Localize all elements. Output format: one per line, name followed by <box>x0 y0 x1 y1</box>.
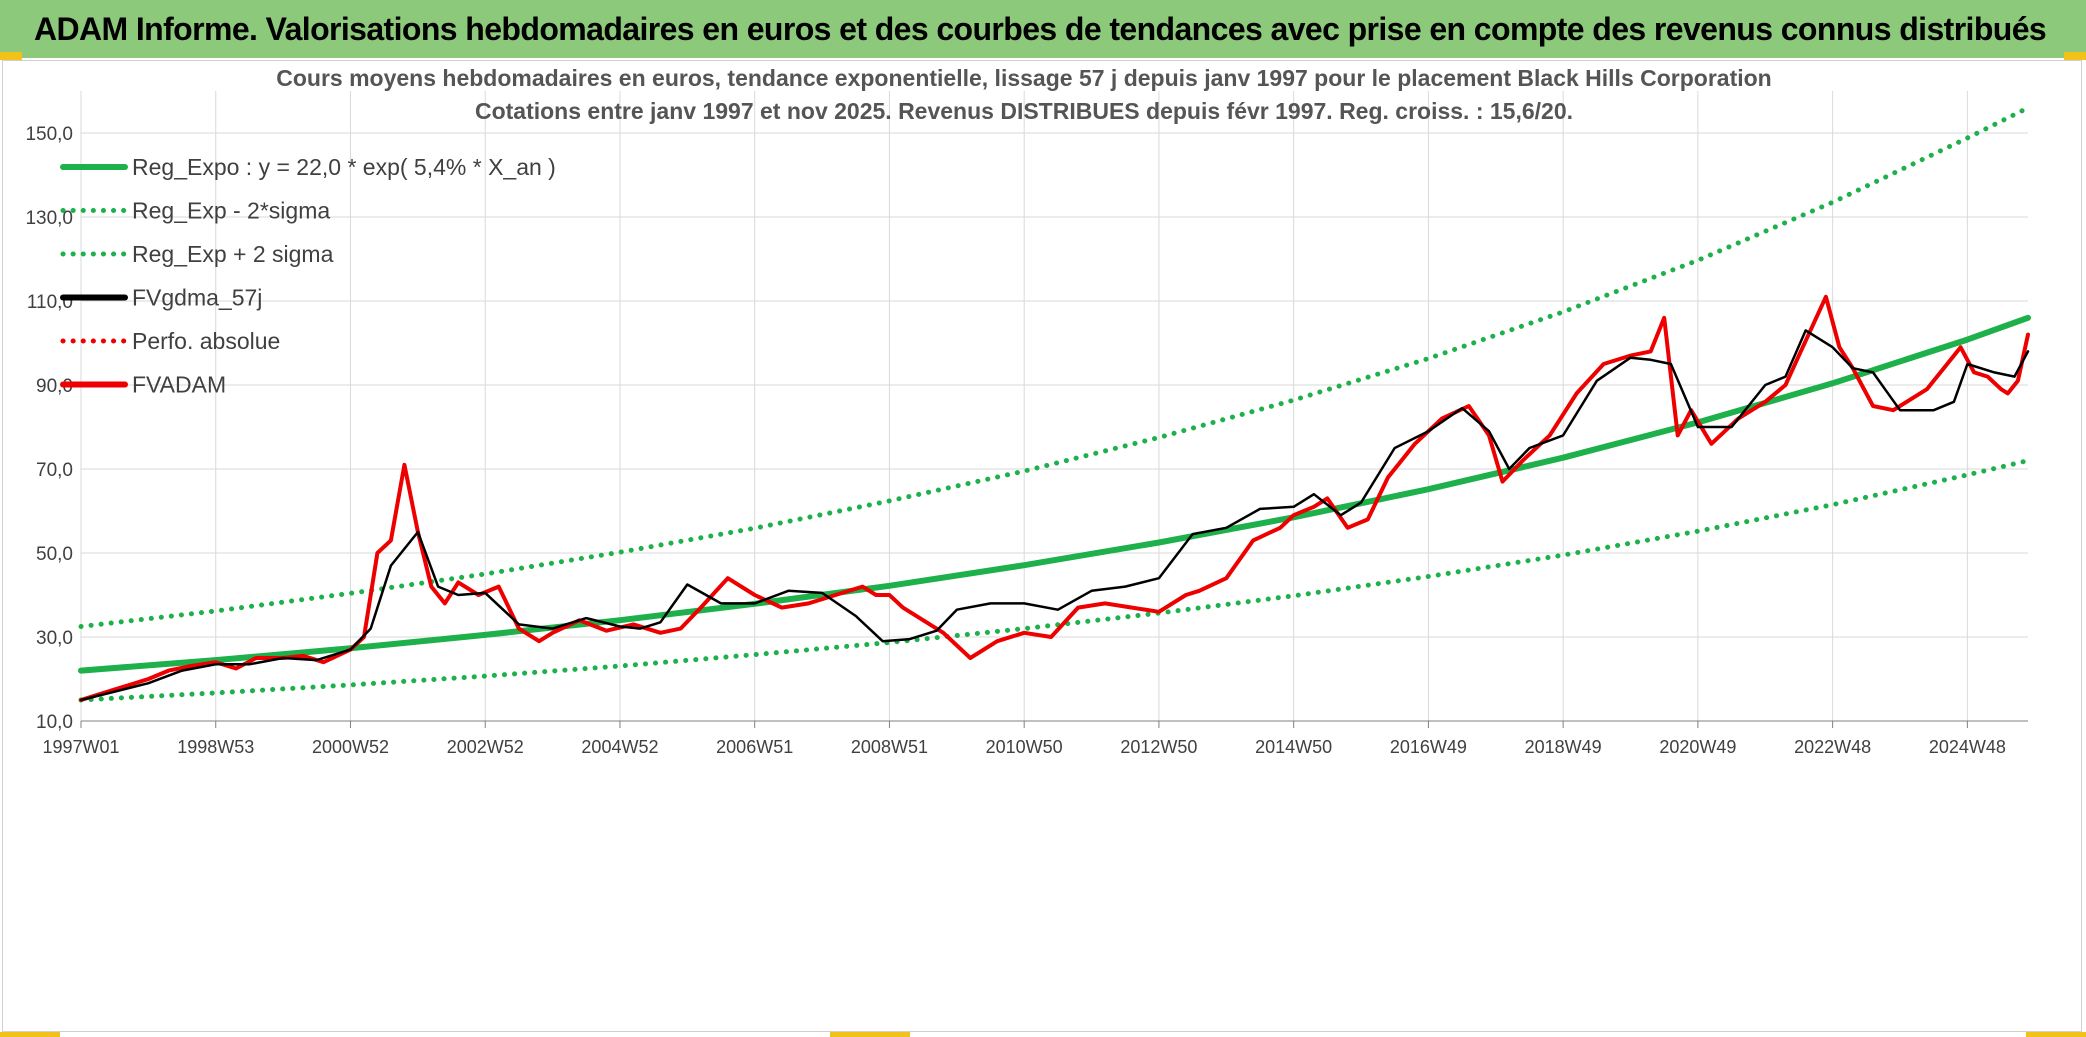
bottom-accent-left <box>0 1032 60 1037</box>
x-tick-label: 2000W52 <box>312 737 389 757</box>
x-tick-label: 2022W48 <box>1794 737 1871 757</box>
legend-label-2: Reg_Exp + 2 sigma <box>132 241 334 267</box>
page-title: ADAM Informe. Valorisations hebdomadaire… <box>34 10 2047 47</box>
legend-label-3: FVgdma_57j <box>132 285 262 311</box>
header-banner: ADAM Informe. Valorisations hebdomadaire… <box>0 0 2086 58</box>
x-tick-label: 2004W52 <box>581 737 658 757</box>
series-line-3 <box>79 329 2030 702</box>
x-tick-label: 2002W52 <box>447 737 524 757</box>
x-tick-label: 2016W49 <box>1390 737 1467 757</box>
chart-subtitle: Cotations entre janv 1997 et nov 2025. R… <box>475 98 1573 124</box>
x-tick-label: 2020W49 <box>1659 737 1736 757</box>
x-tick-label: 1998W53 <box>177 737 254 757</box>
series-line-2 <box>78 105 2031 629</box>
x-tick-label: 2012W50 <box>1120 737 1197 757</box>
y-tick-label: 10,0 <box>36 712 73 733</box>
bottom-accent-mid <box>830 1032 910 1037</box>
bottom-accent-right <box>2026 1032 2086 1037</box>
x-tick-label: 2008W51 <box>851 737 928 757</box>
chart-title: Cours moyens hebdomadaires en euros, ten… <box>276 65 1771 91</box>
y-tick-label: 30,0 <box>36 628 73 649</box>
y-tick-label: 70,0 <box>36 460 73 481</box>
x-tick-label: 1997W01 <box>42 737 119 757</box>
legend-label-1: Reg_Exp - 2*sigma <box>132 198 330 224</box>
legend-label-4: Perfo. absolue <box>132 328 280 354</box>
y-tick-label: 150,0 <box>25 124 73 145</box>
x-tick-label: 2014W50 <box>1255 737 1332 757</box>
chart-axes: 10,030,050,070,090,0110,0130,0150,01997W… <box>25 124 2028 757</box>
legend-label-0: Reg_Expo : y = 22,0 * exp( 5,4% * X_an ) <box>132 154 556 180</box>
legend-label-5: FVADAM <box>132 372 226 398</box>
x-tick-label: 2010W50 <box>986 737 1063 757</box>
chart-frame: 10,0 30,0 50,0 70,0 90,0 110,0 130,0 150,0 1997W… <box>2 60 2082 1032</box>
banner-accent-left <box>0 52 22 60</box>
chart-grid <box>80 91 2028 722</box>
y-tick-label: 50,0 <box>36 544 73 565</box>
banner-accent-right <box>2064 52 2086 60</box>
y-tick-label: 90,0 <box>36 376 73 397</box>
x-tick-label: 2018W49 <box>1525 737 1602 757</box>
series-line-1 <box>78 458 2031 703</box>
line-chart: 10,030,050,070,090,0110,0130,0150,01997W… <box>25 65 2031 757</box>
x-tick-label: 2006W51 <box>716 737 793 757</box>
series-line-5 <box>79 294 2030 702</box>
y-tick-label: 130,0 <box>25 208 73 229</box>
x-tick-label: 2024W48 <box>1929 737 2006 757</box>
chart-series <box>78 105 2031 703</box>
chart-legend: Reg_Expo : y = 22,0 * exp( 5,4% * X_an )… <box>60 154 556 398</box>
